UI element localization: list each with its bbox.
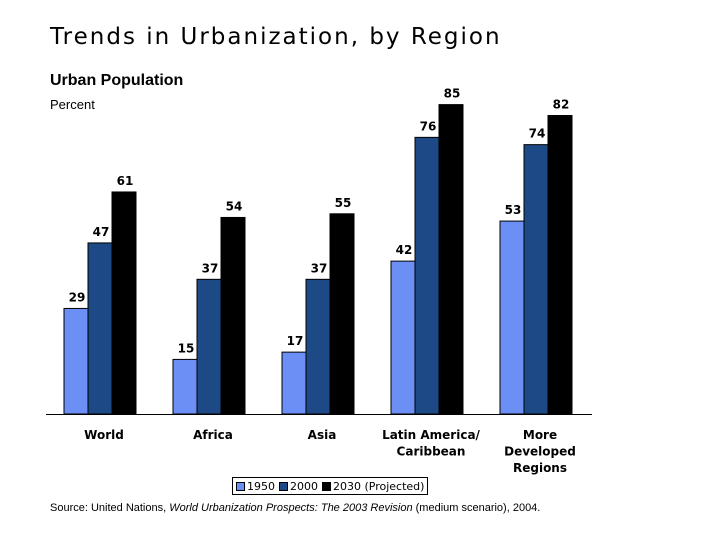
bar-2030-1	[220, 216, 246, 415]
data-label-2000-2: 37	[311, 261, 328, 275]
legend-swatch-2030	[322, 481, 331, 491]
legend-label-2030: 2030 (Projected)	[333, 479, 425, 493]
bar-2030-0	[111, 191, 137, 415]
legend: 1950 2000 2030 (Projected)	[232, 477, 429, 495]
data-label-2000-3: 76	[420, 119, 437, 133]
legend-label-2000: 2000	[290, 479, 318, 493]
bar-1950-2	[281, 351, 307, 415]
unit-label: Percent	[50, 97, 95, 112]
bar-2000-2	[305, 278, 331, 415]
data-label-1950-2: 17	[287, 334, 304, 348]
data-label-1950-3: 42	[396, 243, 413, 257]
source-work: World Urbanization Prospects: The 2003 R…	[169, 502, 413, 514]
legend-item-2030: 2030 (Projected)	[322, 480, 424, 493]
data-label-2030-0: 61	[117, 174, 134, 188]
legend-swatch-1950	[236, 481, 245, 491]
bar-2000-3	[414, 136, 440, 415]
bar-1950-1	[172, 358, 198, 415]
bar-1950-3	[390, 260, 416, 415]
data-label-1950-0: 29	[69, 290, 86, 304]
data-label-2030-3: 85	[444, 87, 461, 101]
source-suffix: (medium scenario), 2004.	[412, 502, 541, 514]
category-label-0: World	[84, 428, 124, 442]
bar-2030-3	[438, 104, 464, 415]
source-note: Source: United Nations, World Urbanizati…	[50, 502, 540, 514]
data-label-2000-1: 37	[202, 261, 219, 275]
data-label-2000-0: 47	[93, 225, 110, 239]
category-label-1: Africa	[193, 428, 233, 442]
page-title: Trends in Urbanization, by Region	[50, 24, 502, 50]
data-label-2030-2: 55	[335, 196, 352, 210]
chart-subtitle: Urban Population	[50, 72, 184, 89]
category-label-4: More Developed Regions	[504, 428, 576, 475]
bar-2030-4	[547, 115, 573, 415]
data-label-2000-4: 74	[529, 127, 546, 141]
category-label-3: Latin America/Caribbean	[382, 428, 480, 459]
bar-1950-4	[499, 220, 525, 415]
legend-label-1950: 1950	[247, 479, 275, 493]
legend-item-1950: 1950	[236, 480, 275, 493]
legend-swatch-2000	[279, 481, 288, 491]
bar-2000-0	[87, 242, 113, 415]
data-label-2030-1: 54	[226, 199, 243, 213]
data-label-2030-4: 82	[553, 98, 570, 112]
data-label-1950-1: 15	[178, 341, 195, 355]
source-prefix: Source: United Nations,	[50, 502, 170, 514]
bar-2030-2	[329, 213, 355, 415]
bar-2000-4	[523, 144, 549, 415]
category-label-2: Asia	[308, 428, 337, 442]
data-label-1950-4: 53	[505, 203, 522, 217]
bar-2000-1	[196, 278, 222, 415]
bar-1950-0	[63, 307, 89, 415]
legend-item-2000: 2000	[279, 480, 318, 493]
